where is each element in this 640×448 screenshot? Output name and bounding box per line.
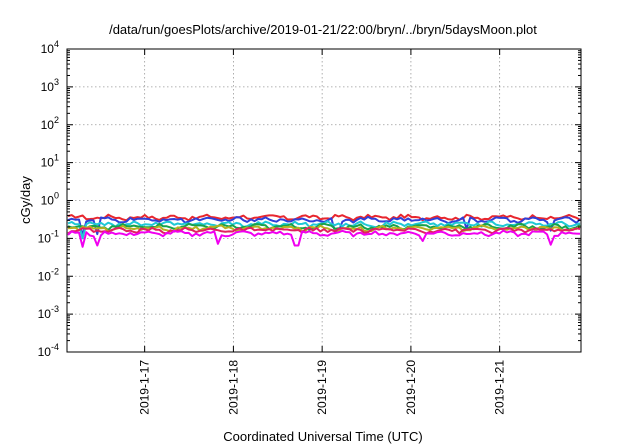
series-lines: [67, 213, 581, 248]
y-tick-label: 10-4: [38, 342, 59, 359]
y-tick-label: 10-1: [38, 228, 59, 245]
series-line-7: [67, 229, 581, 248]
y-tick-label: 100: [41, 191, 59, 208]
x-tick-label: 2019-1-20: [404, 360, 418, 415]
chart-title: /data/run/goesPlots/archive/2019-01-21/2…: [109, 22, 537, 37]
y-tick-label: 102: [41, 115, 59, 132]
y-tick-label: 10-3: [38, 304, 59, 321]
series-line-4: [67, 222, 581, 231]
y-tick-label: 104: [41, 39, 59, 56]
y-tick-label: 103: [41, 77, 59, 94]
y-axis-label: cGy/day: [18, 176, 33, 224]
x-axis-label: Coordinated Universal Time (UTC): [223, 429, 422, 444]
y-axis-ticks: 10-4 10-3 10-2 10-1 100 101 102 103 104: [38, 39, 581, 359]
x-tick-label: 2019-1-18: [226, 360, 240, 415]
y-tick-label: 101: [41, 153, 59, 170]
x-tick-label: 2019-1-21: [493, 360, 507, 415]
series-line-1: [67, 213, 581, 222]
x-tick-label: 2019-1-17: [138, 360, 152, 415]
x-tick-label: 2019-1-19: [315, 360, 329, 415]
y-tick-label: 10-2: [38, 266, 59, 283]
x-axis-ticks: 2019-1-17 2019-1-18 2019-1-19 2019-1-20 2019…: [138, 49, 507, 415]
grid-lines: [67, 49, 581, 352]
series-line-6: [67, 226, 581, 235]
